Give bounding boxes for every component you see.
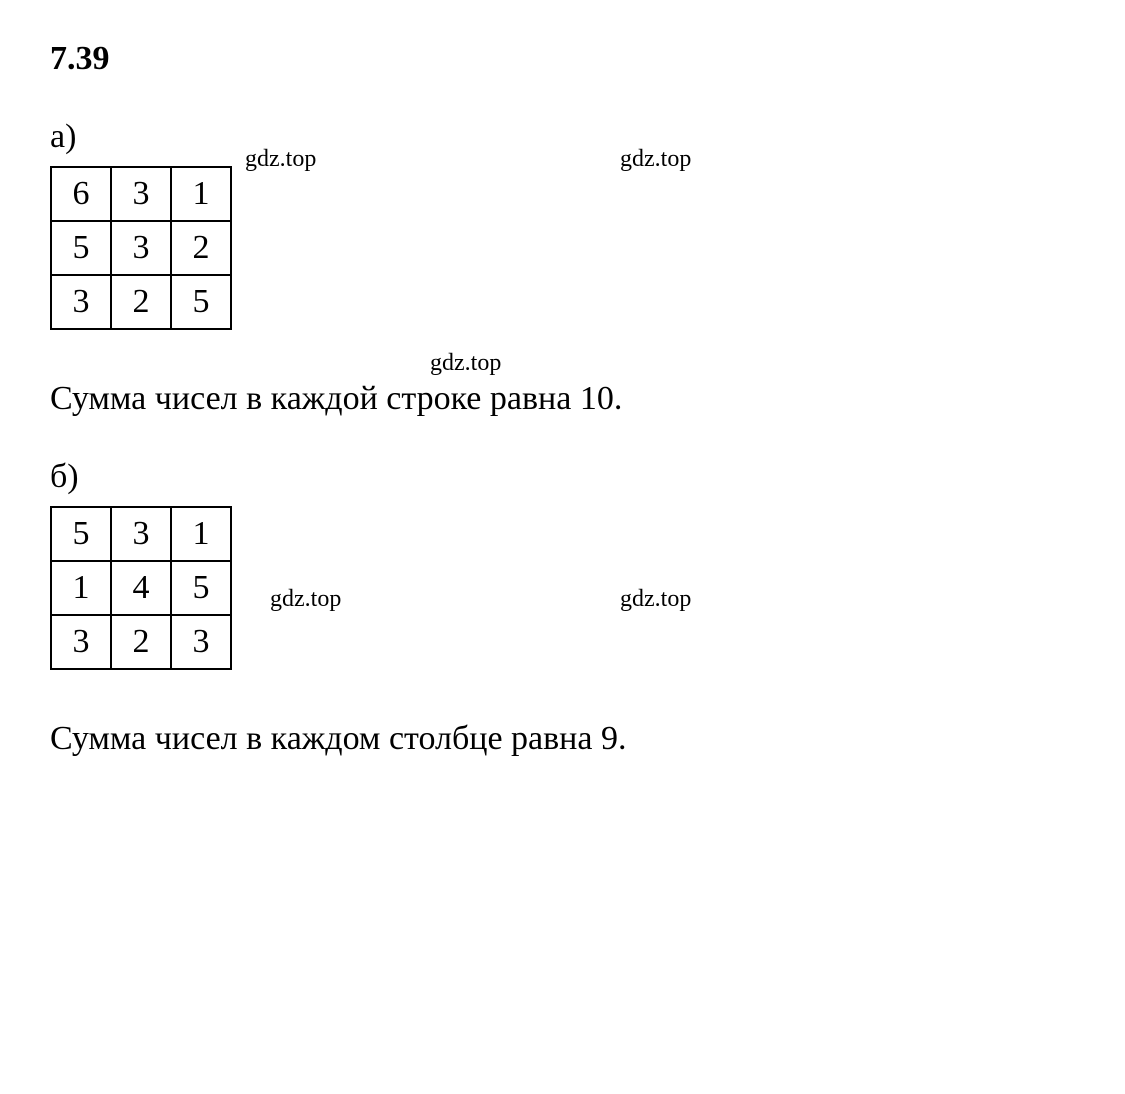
table-cell: 1 — [171, 507, 231, 561]
table-row: 3 2 3 — [51, 615, 231, 669]
caption-b: Сумма чисел в каждом столбце равна 9. — [50, 720, 1075, 758]
table-cell: 3 — [111, 167, 171, 221]
caption-a: gdz.top Сумма чисел в каждой строке равн… — [50, 380, 1075, 418]
table-cell: 5 — [51, 221, 111, 275]
table-cell: 3 — [51, 615, 111, 669]
table-row: 5 3 2 — [51, 221, 231, 275]
table-a: 6 3 1 5 3 2 3 2 5 — [50, 166, 232, 330]
table-cell: 1 — [171, 167, 231, 221]
section-b-label: б) — [50, 458, 1075, 496]
table-row: 6 3 1 — [51, 167, 231, 221]
table-cell: 6 — [51, 167, 111, 221]
table-row: 3 2 5 — [51, 275, 231, 329]
watermark-3: gdz.top — [430, 350, 501, 377]
table-b-container: gdz.top gdz.top 5 3 1 1 4 5 3 2 3 — [50, 506, 1075, 670]
table-row: 5 3 1 — [51, 507, 231, 561]
table-cell: 2 — [111, 275, 171, 329]
table-cell: 4 — [111, 561, 171, 615]
table-b: 5 3 1 1 4 5 3 2 3 — [50, 506, 232, 670]
section-a-label: а) — [50, 118, 1075, 156]
table-cell: 3 — [111, 221, 171, 275]
table-row: 1 4 5 — [51, 561, 231, 615]
table-cell: 5 — [51, 507, 111, 561]
table-a-container: gdz.top gdz.top 6 3 1 5 3 2 3 2 5 — [50, 166, 1075, 330]
table-cell: 2 — [171, 221, 231, 275]
table-cell: 5 — [171, 561, 231, 615]
table-cell: 5 — [171, 275, 231, 329]
table-cell: 2 — [111, 615, 171, 669]
table-cell: 1 — [51, 561, 111, 615]
watermark-4: gdz.top — [270, 586, 341, 613]
problem-number: 7.39 — [50, 40, 1075, 78]
table-cell: 3 — [51, 275, 111, 329]
table-cell: 3 — [111, 507, 171, 561]
caption-a-text: Сумма чисел в каждой строке равна 10. — [50, 380, 622, 417]
table-cell: 3 — [171, 615, 231, 669]
watermark-5: gdz.top — [620, 586, 691, 613]
